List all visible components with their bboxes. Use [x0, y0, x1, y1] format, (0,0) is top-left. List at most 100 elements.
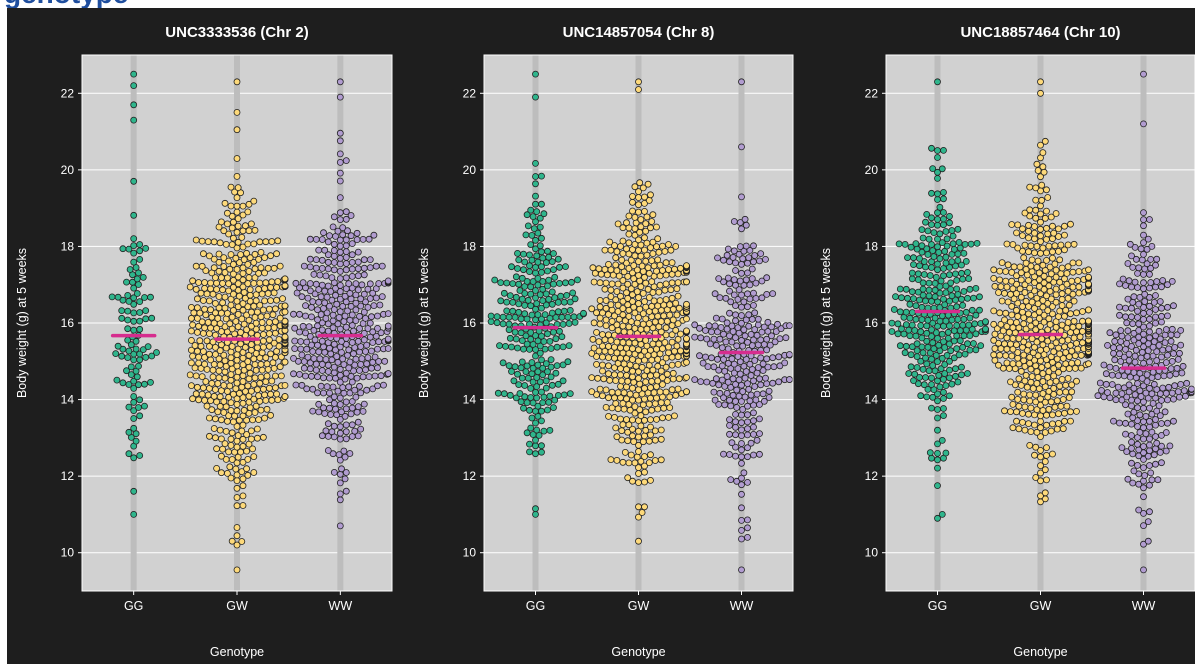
x-tick-label: WW	[730, 599, 754, 613]
data-point	[635, 188, 642, 196]
data-point	[1044, 307, 1052, 314]
data-point	[993, 325, 1001, 333]
data-point	[322, 427, 330, 435]
data-point	[942, 282, 950, 290]
data-point	[683, 262, 690, 270]
data-point	[217, 218, 225, 226]
data-point	[750, 289, 757, 297]
data-point	[1031, 235, 1038, 243]
data-point	[312, 256, 320, 264]
data-point	[926, 349, 934, 357]
data-point	[1085, 360, 1092, 368]
data-point	[1013, 341, 1020, 349]
data-point	[629, 432, 636, 440]
data-point	[330, 422, 338, 430]
data-point	[924, 385, 932, 393]
data-point	[710, 388, 718, 396]
data-point	[1043, 476, 1050, 484]
data-point	[734, 365, 742, 372]
data-point	[1110, 344, 1117, 352]
data-point	[539, 371, 547, 379]
data-point	[944, 334, 952, 342]
data-point	[724, 359, 732, 367]
data-point	[368, 313, 375, 321]
data-point	[334, 320, 342, 328]
data-point	[675, 375, 683, 383]
data-point	[302, 312, 309, 320]
data-point	[1028, 373, 1036, 380]
data-point	[506, 391, 514, 399]
data-point	[357, 360, 365, 368]
data-point	[714, 355, 721, 363]
data-point	[142, 353, 150, 361]
data-point	[1026, 183, 1034, 191]
data-point	[539, 254, 547, 262]
data-point	[668, 361, 676, 369]
data-point	[1131, 391, 1139, 399]
data-point	[357, 295, 365, 303]
y-tick-label: 10	[865, 546, 879, 560]
data-point	[262, 396, 270, 404]
data-point	[763, 355, 771, 363]
data-point	[559, 377, 567, 385]
data-point	[1058, 295, 1066, 303]
data-point	[1019, 418, 1026, 426]
data-point	[352, 299, 360, 307]
data-point	[756, 401, 763, 408]
data-point	[247, 308, 255, 316]
data-point	[1140, 522, 1147, 529]
data-point	[741, 393, 749, 401]
data-point	[934, 440, 941, 448]
data-point	[239, 269, 247, 277]
data-point	[934, 221, 941, 229]
data-point	[130, 82, 138, 89]
data-point	[342, 469, 350, 476]
data-point	[211, 386, 219, 393]
data-point	[214, 314, 222, 322]
data-point	[940, 265, 947, 272]
data-point	[1118, 390, 1126, 398]
data-point	[911, 370, 919, 378]
data-point	[748, 275, 756, 283]
data-point	[1162, 326, 1170, 333]
data-point	[589, 335, 597, 343]
data-point	[245, 267, 253, 275]
data-point	[545, 276, 553, 284]
data-point	[227, 371, 235, 378]
data-point	[1069, 259, 1077, 267]
data-point	[324, 265, 332, 273]
data-point	[118, 314, 126, 322]
data-point	[1058, 290, 1066, 298]
data-point	[727, 402, 735, 410]
data-point	[673, 342, 681, 350]
data-point	[487, 318, 495, 326]
data-point	[968, 306, 976, 314]
data-point	[257, 248, 265, 256]
data-point	[308, 341, 315, 349]
data-point	[296, 370, 303, 378]
data-point	[732, 267, 739, 274]
data-point	[649, 238, 657, 246]
data-point	[651, 400, 659, 408]
data-point	[281, 317, 289, 325]
data-point	[629, 198, 636, 206]
data-point	[1128, 438, 1135, 446]
data-point	[960, 315, 968, 323]
data-point	[742, 276, 750, 284]
data-point	[1128, 396, 1135, 404]
data-point	[268, 396, 276, 404]
data-point	[1025, 221, 1032, 229]
data-point	[354, 432, 362, 440]
data-point	[345, 383, 353, 391]
data-point	[135, 404, 142, 411]
data-point	[765, 387, 773, 395]
data-point	[1140, 493, 1147, 501]
data-point	[972, 284, 980, 292]
data-point	[1079, 317, 1086, 325]
data-point	[624, 280, 632, 288]
data-point	[1140, 285, 1147, 293]
data-point	[1166, 442, 1174, 450]
data-point	[320, 374, 327, 382]
data-point	[526, 406, 533, 414]
data-point	[546, 392, 554, 400]
